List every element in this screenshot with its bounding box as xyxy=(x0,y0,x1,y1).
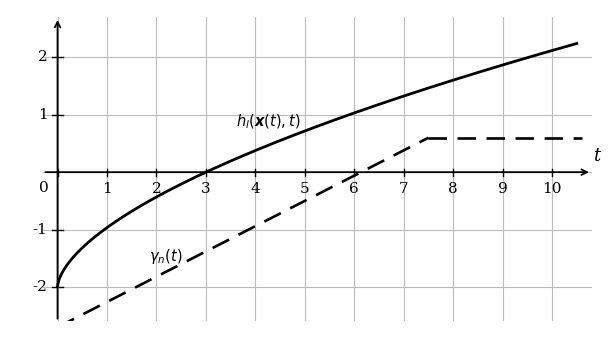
Text: -1: -1 xyxy=(33,223,48,237)
Text: 4: 4 xyxy=(251,182,260,196)
Text: 2: 2 xyxy=(151,182,161,196)
Text: 7: 7 xyxy=(399,182,409,196)
Text: 6: 6 xyxy=(350,182,359,196)
Text: 8: 8 xyxy=(448,182,458,196)
Text: 10: 10 xyxy=(542,182,562,196)
Text: 3: 3 xyxy=(201,182,210,196)
Text: 2: 2 xyxy=(38,50,48,64)
Text: $h_l(\boldsymbol{x}(t),t)$: $h_l(\boldsymbol{x}(t),t)$ xyxy=(235,113,300,131)
Text: 1: 1 xyxy=(38,108,48,122)
Text: -2: -2 xyxy=(33,280,48,294)
Text: t: t xyxy=(593,147,600,165)
Text: 1: 1 xyxy=(102,182,112,196)
Text: $\gamma_n(t)$: $\gamma_n(t)$ xyxy=(149,247,182,266)
Text: 0: 0 xyxy=(39,181,49,195)
Text: 5: 5 xyxy=(300,182,310,196)
Text: 9: 9 xyxy=(498,182,508,196)
